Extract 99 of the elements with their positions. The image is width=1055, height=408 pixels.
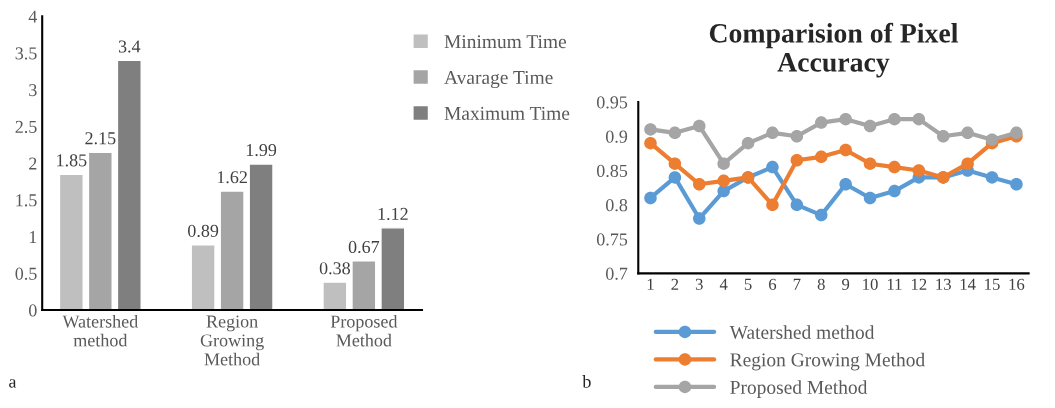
x-tick-label: Watershed method bbox=[62, 314, 138, 347]
text: b bbox=[582, 375, 591, 388]
point bbox=[693, 178, 706, 191]
point bbox=[985, 133, 999, 146]
y-tick-label: 0.5 bbox=[15, 267, 37, 280]
point bbox=[717, 174, 730, 188]
y-tick-label: 2 bbox=[29, 157, 37, 170]
point bbox=[961, 126, 974, 140]
y-tick-label: 2.5 bbox=[15, 120, 37, 133]
y-tick-label: 4 bbox=[28, 10, 38, 23]
point bbox=[1010, 126, 1023, 140]
point bbox=[668, 157, 682, 170]
data-label: 1.99 bbox=[246, 143, 277, 157]
point bbox=[815, 116, 828, 129]
x-tick-label: 11 bbox=[887, 278, 902, 290]
text: a bbox=[9, 379, 17, 388]
point bbox=[790, 130, 804, 143]
bar bbox=[219, 190, 245, 311]
point bbox=[815, 208, 828, 222]
point bbox=[693, 119, 706, 133]
bar bbox=[322, 281, 348, 311]
point bbox=[839, 178, 852, 191]
point bbox=[961, 157, 974, 170]
point bbox=[668, 171, 682, 184]
point bbox=[888, 112, 901, 126]
y-tick-label: 3 bbox=[29, 84, 37, 97]
point bbox=[766, 126, 779, 140]
legend-label: Proposed Method bbox=[730, 380, 868, 398]
data-label: 2.15 bbox=[85, 132, 116, 145]
point bbox=[693, 212, 706, 225]
point bbox=[863, 157, 877, 170]
point bbox=[790, 198, 804, 212]
x-tick-label: 2 bbox=[671, 278, 679, 290]
x-tick-label: 1 bbox=[647, 278, 654, 290]
point bbox=[888, 184, 901, 198]
x-tick-label: 13 bbox=[936, 278, 951, 290]
point bbox=[668, 126, 682, 140]
x-tick-label: 8 bbox=[817, 278, 825, 290]
x-tick-label: 14 bbox=[960, 278, 976, 290]
point bbox=[839, 112, 852, 126]
data-label: 3.4 bbox=[118, 40, 141, 53]
point bbox=[1010, 178, 1023, 191]
y-tick-label: 0.8 bbox=[605, 199, 628, 212]
point bbox=[936, 130, 950, 143]
point bbox=[985, 171, 999, 184]
y-tick-label: 1 bbox=[29, 230, 37, 243]
point bbox=[912, 164, 926, 177]
point bbox=[741, 136, 755, 150]
bar bbox=[380, 227, 406, 311]
chart-title: Comparision of Pixel Accuracy bbox=[709, 22, 958, 78]
point bbox=[863, 119, 877, 133]
bar bbox=[248, 163, 274, 311]
point bbox=[644, 136, 657, 150]
data-label: 0.38 bbox=[319, 262, 350, 275]
point bbox=[839, 143, 852, 157]
point bbox=[766, 160, 779, 174]
point bbox=[766, 198, 779, 212]
x-tick-label: 4 bbox=[719, 278, 728, 290]
point bbox=[863, 191, 877, 205]
y-tick-label: 0.7 bbox=[605, 267, 628, 280]
x-tick-label: 7 bbox=[793, 278, 801, 290]
legend-label: Minimum Time bbox=[444, 35, 567, 49]
y-tick-label: 0.75 bbox=[596, 233, 628, 246]
point bbox=[815, 150, 828, 164]
bar bbox=[351, 260, 377, 311]
legend-label: Maximum Time bbox=[444, 106, 570, 120]
point bbox=[790, 154, 804, 167]
bar bbox=[87, 151, 113, 311]
y-tick-label: 1.5 bbox=[16, 194, 37, 207]
data-label: 0.67 bbox=[348, 240, 380, 254]
x-tick-label: 6 bbox=[769, 278, 777, 290]
point bbox=[644, 123, 657, 136]
point bbox=[717, 157, 730, 170]
x-tick-label: Region Growing Method bbox=[200, 315, 264, 366]
data-label: 1.12 bbox=[378, 207, 408, 221]
bar bbox=[190, 244, 216, 311]
y-tick-label: 3.5 bbox=[15, 47, 37, 60]
point bbox=[644, 191, 657, 205]
legend-label: Region Growing Method bbox=[730, 352, 925, 371]
x-tick-label: 10 bbox=[863, 278, 878, 290]
data-label: 0.89 bbox=[188, 224, 219, 237]
x-tick-label: 16 bbox=[1009, 278, 1025, 290]
bar bbox=[116, 59, 142, 311]
data-label: 1.85 bbox=[57, 154, 87, 167]
point bbox=[912, 112, 926, 126]
legend-label: Avarage Time bbox=[444, 70, 553, 89]
x-tick-label: Proposed Method bbox=[330, 314, 398, 347]
y-tick-label: 0.95 bbox=[596, 96, 628, 109]
data-label: 1.62 bbox=[217, 171, 247, 184]
y-tick-label: 0.9 bbox=[605, 130, 628, 143]
y-tick-label: 0 bbox=[29, 304, 37, 317]
x-tick-label: 15 bbox=[985, 278, 1000, 290]
bar bbox=[58, 173, 84, 311]
y-tick-label: 0.85 bbox=[596, 164, 628, 178]
x-tick-label: 3 bbox=[695, 278, 703, 290]
point bbox=[888, 160, 901, 174]
x-tick-label: 9 bbox=[842, 278, 850, 290]
x-tick-label: 12 bbox=[911, 278, 927, 290]
x-tick-label: 5 bbox=[744, 278, 752, 290]
